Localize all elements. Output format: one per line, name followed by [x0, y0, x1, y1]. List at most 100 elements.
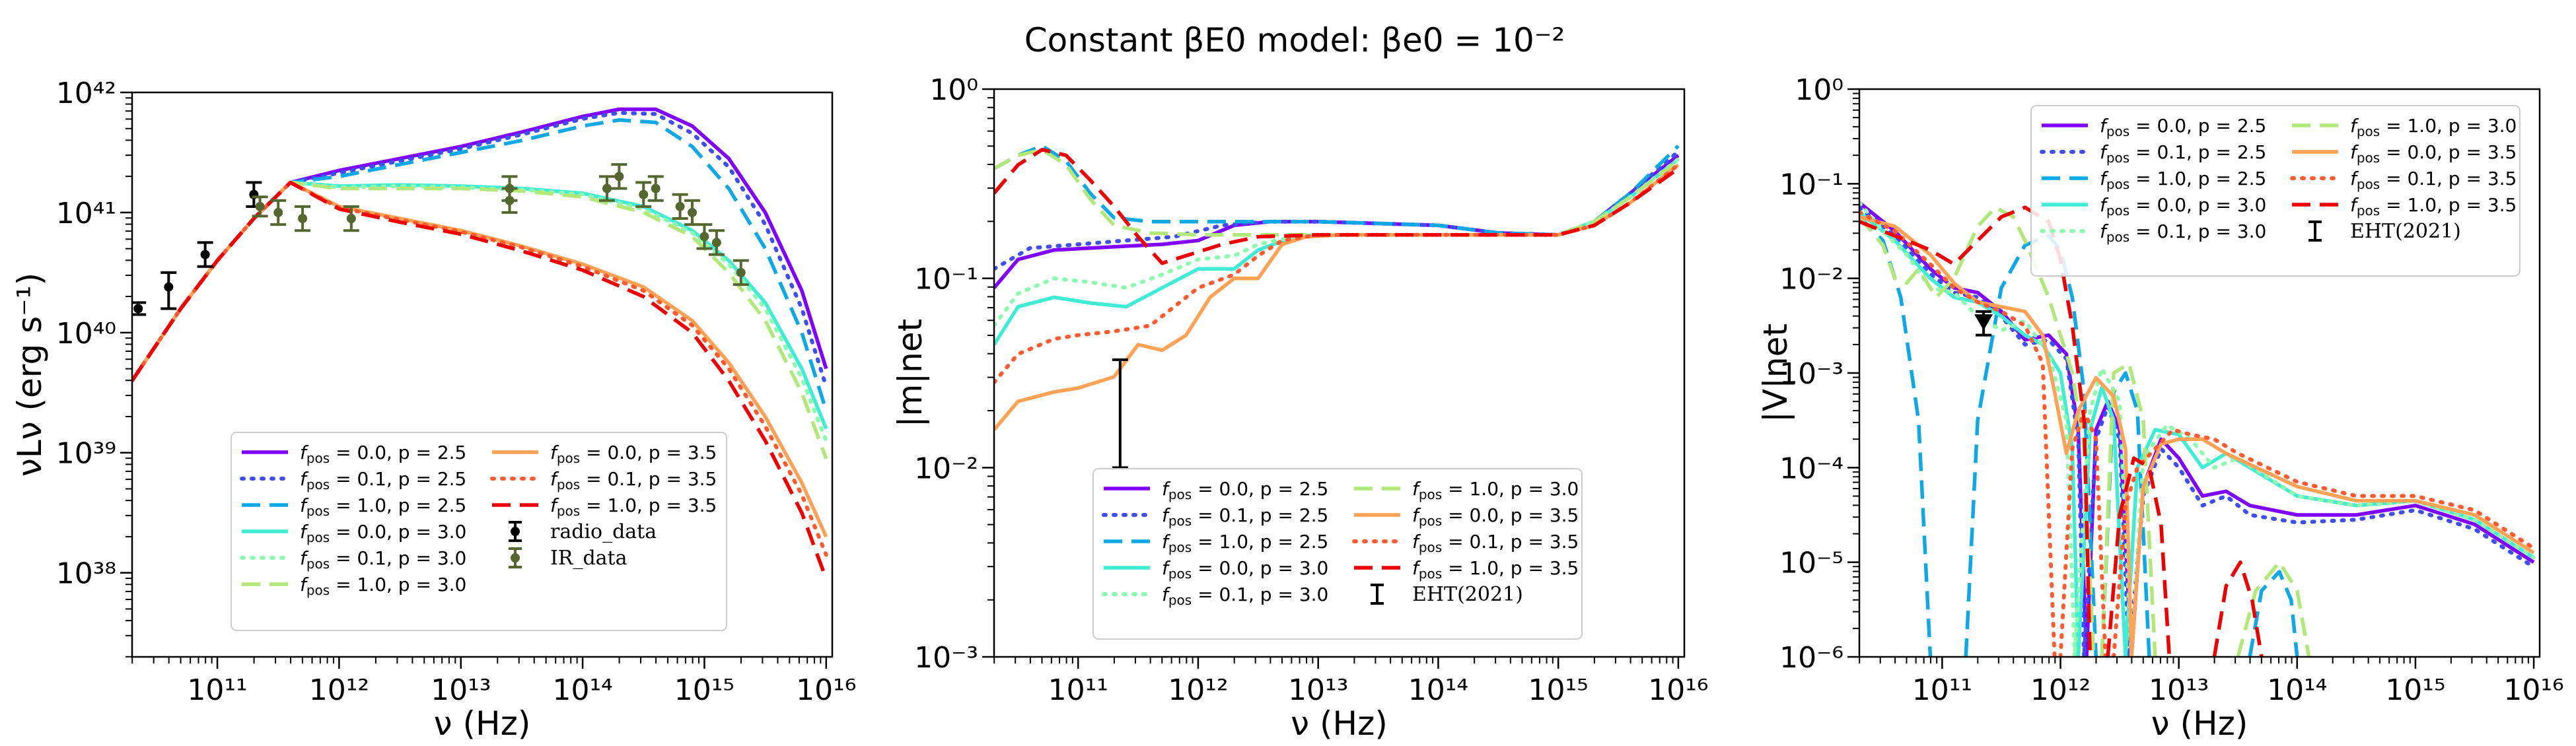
radio-point-marker [200, 250, 210, 259]
legend-label-f01p35: fpos = 0.1, p = 3.5 [550, 468, 717, 492]
legend-label-eht: EHT(2021) [1412, 583, 1523, 606]
series-line-f01p35c [2112, 428, 2536, 657]
legend-label-f01p3: fpos = 0.1, p = 3.0 [1162, 584, 1328, 608]
series-line-f01p35 [1859, 210, 2057, 657]
legend-label-f0p3: fpos = 0.0, p = 3.0 [2100, 194, 2266, 219]
y-tick-label: 10⁴² [56, 77, 116, 110]
series-group [132, 107, 828, 580]
legend-label-f01p35: fpos = 0.1, p = 3.5 [1412, 531, 1579, 555]
ir-point-marker [273, 207, 283, 217]
legend-box [2030, 105, 2521, 277]
y-axis-label: |m|net [891, 319, 929, 427]
series-line-f1p35 [994, 147, 1680, 265]
ir-point-marker [505, 184, 515, 193]
plot-frame [131, 91, 834, 658]
legend-label-f1p3: fpos = 1.0, p = 3.0 [1412, 478, 1579, 502]
y-tick-label: 10³⁸ [56, 557, 116, 591]
legend-label-f1p35: fpos = 1.0, p = 3.5 [2350, 194, 2517, 219]
ir-point-marker [675, 201, 685, 211]
x-tick-label: 10¹¹ [1912, 673, 1972, 707]
legend-label-f01p25: fpos = 0.1, p = 2.5 [1162, 504, 1328, 529]
legend-box [231, 432, 727, 631]
ir-point-marker [711, 238, 721, 248]
legend-label-f1p3: fpos = 1.0, p = 3.0 [300, 574, 466, 598]
series-line-f0p3 [132, 180, 828, 430]
ir-point-marker [736, 267, 746, 277]
x-tick-label: 10¹⁴ [552, 673, 612, 707]
legend-label-f01p25: fpos = 0.1, p = 2.5 [2100, 141, 2266, 166]
x-tick-label: 10¹¹ [187, 673, 247, 707]
eht-point-marker [1974, 314, 1993, 331]
plot-frame [993, 88, 1686, 658]
legend-marker [511, 527, 520, 536]
series-line-f01p35 [132, 180, 828, 557]
x-tick-label: 10¹² [309, 673, 369, 707]
legend-label-eht: EHT(2021) [2350, 220, 2461, 243]
series-line-f1p35 [1859, 205, 2093, 657]
ir-point-marker [614, 172, 624, 182]
x-tick-label: 10¹⁴ [1408, 673, 1468, 707]
x-tick-label: 10¹² [2030, 673, 2091, 707]
series-line-f0p3 [994, 157, 1680, 346]
legend-label-ir: IR_data [550, 547, 627, 570]
ir-point-marker [602, 184, 612, 193]
legend-label-f01p3: fpos = 0.1, p = 3.0 [300, 547, 466, 572]
legend-label-f01p3: fpos = 0.1, p = 3.0 [2100, 220, 2266, 245]
legend-label-f0p3: fpos = 0.0, p = 3.0 [1162, 557, 1328, 582]
legend-label-radio: radio_data [550, 520, 657, 543]
plot-frame [1858, 88, 2541, 658]
ir-point-marker [699, 232, 709, 242]
y-axis-label: |V|net [1756, 323, 1795, 423]
y-tick-label: 10⁻² [914, 452, 978, 485]
y-tick-label: 10⁻⁴ [1779, 452, 1843, 485]
y-tick-label: 10⁻⁶ [1779, 641, 1843, 675]
series-line-f1p35c [2212, 560, 2264, 657]
ir-point-marker [346, 214, 356, 224]
y-tick-label: 10⁴¹ [56, 197, 116, 230]
radio-point-marker [164, 282, 174, 292]
legend-label-f0p25: fpos = 0.0, p = 2.5 [1162, 478, 1328, 502]
y-tick-label: 10³⁹ [56, 437, 116, 471]
x-tick-label: 10¹⁶ [796, 673, 856, 707]
series-group [994, 144, 1680, 469]
legend-marker [511, 553, 520, 562]
series-line-f1p35b [2106, 456, 2172, 657]
y-tick-label: 10⁻² [1779, 263, 1843, 296]
x-axis-label: ν (Hz) [1291, 704, 1388, 743]
legend-label-f1p3: fpos = 1.0, p = 3.0 [2350, 115, 2517, 139]
legend-label-f1p35: fpos = 1.0, p = 3.5 [1412, 557, 1579, 582]
series-line-f1p25 [994, 144, 1680, 237]
ir-point-marker [651, 184, 661, 193]
x-tick-label: 10¹⁵ [2385, 673, 2445, 707]
legend-label-f0p35: fpos = 0.0, p = 3.5 [550, 442, 717, 466]
x-axis-label: ν (Hz) [2151, 704, 2248, 743]
ir-point-marker [688, 207, 697, 217]
x-tick-label: 10¹¹ [1048, 673, 1108, 707]
series-line-f01p3 [132, 180, 828, 443]
y-tick-label: 10⁻¹ [1779, 168, 1843, 201]
x-tick-label: 10¹⁶ [2503, 673, 2563, 707]
legend-label-f0p25: fpos = 0.0, p = 2.5 [300, 442, 466, 466]
legend-label-f1p25: fpos = 1.0, p = 2.5 [2100, 168, 2266, 192]
legend-label-f1p25: fpos = 1.0, p = 2.5 [1162, 531, 1328, 555]
legend-label-f01p25: fpos = 0.1, p = 2.5 [300, 468, 466, 492]
legend-box [1092, 468, 1583, 640]
legend-label-f1p25: fpos = 1.0, p = 2.5 [300, 494, 466, 519]
series-line-f0p35 [994, 163, 1680, 431]
y-tick-label: 10⁻³ [1779, 357, 1843, 391]
series-line-f01p25 [1859, 205, 2536, 657]
x-tick-label: 10¹³ [431, 673, 491, 707]
x-tick-label: 10¹³ [1288, 673, 1348, 707]
x-tick-label: 10¹⁵ [674, 673, 734, 707]
series-line-f1p3c [2236, 560, 2311, 657]
legend-label-f0p35: fpos = 0.0, p = 3.5 [2350, 141, 2517, 166]
x-tick-label: 10¹³ [2149, 673, 2209, 707]
x-tick-label: 10¹⁵ [1528, 673, 1589, 707]
y-tick-label: 10⁻³ [914, 641, 978, 675]
series-line-f01p25 [994, 149, 1680, 271]
figure-title: Constant βE0 model: βe0 = 10⁻² [1024, 21, 1565, 59]
